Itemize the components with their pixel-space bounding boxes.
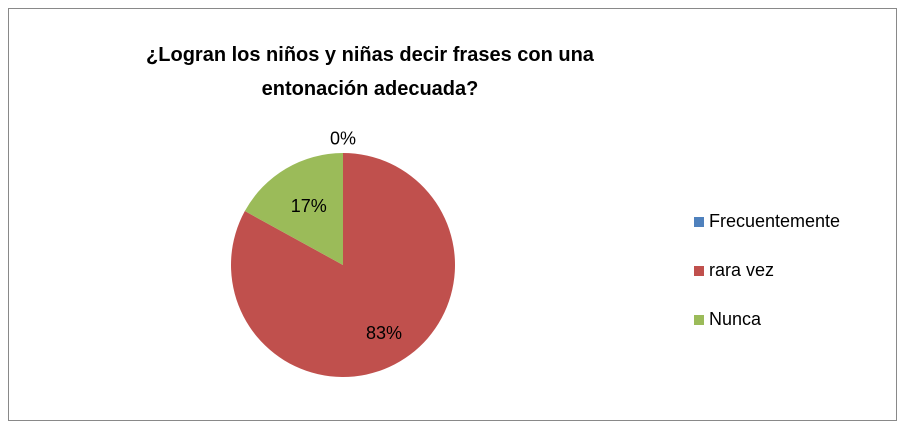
legend-label: Frecuentemente [709,211,840,231]
data-label: 0% [330,128,356,148]
data-label: 17% [291,196,327,216]
legend-label: rara vez [709,260,774,280]
legend-swatch [694,315,704,325]
legend-label: Nunca [709,309,762,329]
chart-frame [8,8,897,421]
pie-slice [244,153,343,265]
legend-swatch [694,217,704,227]
legend-swatch [694,266,704,276]
data-label: 83% [366,323,402,343]
chart-title: ¿Logran los niños y niñas decir frases c… [146,44,594,100]
